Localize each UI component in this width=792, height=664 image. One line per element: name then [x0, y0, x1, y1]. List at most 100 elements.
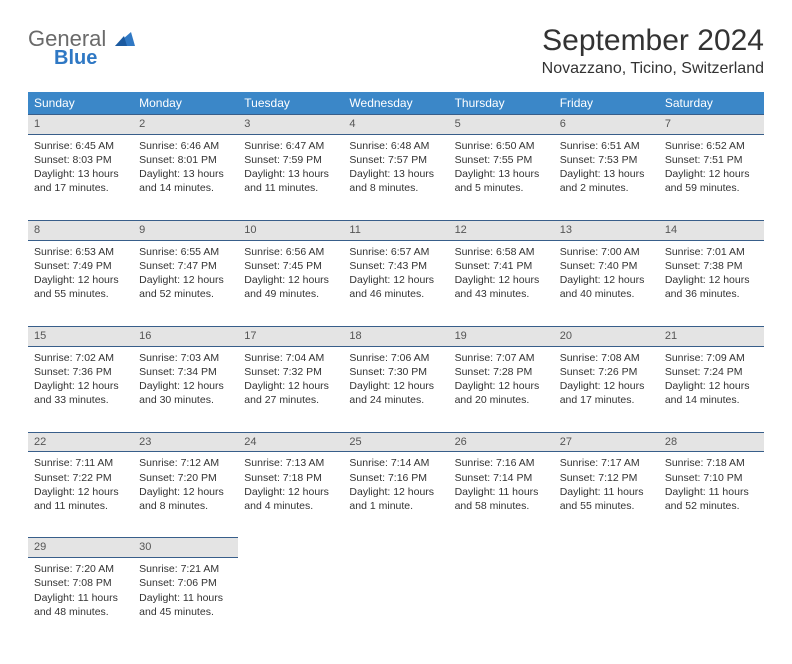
day-cell: Sunrise: 7:00 AMSunset: 7:40 PMDaylight:… — [554, 240, 659, 326]
day-cell: Sunrise: 7:07 AMSunset: 7:28 PMDaylight:… — [449, 346, 554, 432]
day-sunrise: Sunrise: 6:57 AM — [349, 245, 442, 259]
day-sunset: Sunset: 7:10 PM — [665, 471, 758, 485]
day-cell: Sunrise: 6:46 AMSunset: 8:01 PMDaylight:… — [133, 134, 238, 220]
day-cell: Sunrise: 7:02 AMSunset: 7:36 PMDaylight:… — [28, 346, 133, 432]
day-day1: Daylight: 13 hours — [244, 167, 337, 181]
day-sunset: Sunset: 7:24 PM — [665, 365, 758, 379]
day-sunset: Sunset: 7:53 PM — [560, 153, 653, 167]
day-day2: and 52 minutes. — [139, 287, 232, 301]
day-day1: Daylight: 13 hours — [455, 167, 548, 181]
day-day1: Daylight: 12 hours — [139, 273, 232, 287]
day-day2: and 58 minutes. — [455, 499, 548, 513]
day-day2: and 8 minutes. — [349, 181, 442, 195]
day-sunset: Sunset: 7:51 PM — [665, 153, 758, 167]
day-day2: and 17 minutes. — [34, 181, 127, 195]
day-cell: Sunrise: 7:04 AMSunset: 7:32 PMDaylight:… — [238, 346, 343, 432]
day-cell: Sunrise: 7:13 AMSunset: 7:18 PMDaylight:… — [238, 452, 343, 538]
day-day1: Daylight: 12 hours — [455, 379, 548, 393]
day-content-row: Sunrise: 7:02 AMSunset: 7:36 PMDaylight:… — [28, 346, 764, 432]
day-day1: Daylight: 12 hours — [455, 273, 548, 287]
day-number-cell: 14 — [659, 220, 764, 240]
day-sunset: Sunset: 7:57 PM — [349, 153, 442, 167]
day-number-row: 1234567 — [28, 115, 764, 135]
day-sunset: Sunset: 7:26 PM — [560, 365, 653, 379]
day-day2: and 40 minutes. — [560, 287, 653, 301]
day-number-cell: 15 — [28, 326, 133, 346]
day-sunset: Sunset: 7:40 PM — [560, 259, 653, 273]
day-day2: and 14 minutes. — [665, 393, 758, 407]
day-sunrise: Sunrise: 7:01 AM — [665, 245, 758, 259]
day-sunset: Sunset: 7:14 PM — [455, 471, 548, 485]
day-cell — [449, 558, 554, 644]
day-day2: and 30 minutes. — [139, 393, 232, 407]
calendar-body: 1234567Sunrise: 6:45 AMSunset: 8:03 PMDa… — [28, 115, 764, 644]
day-day1: Daylight: 12 hours — [244, 379, 337, 393]
day-sunrise: Sunrise: 7:13 AM — [244, 456, 337, 470]
day-day1: Daylight: 13 hours — [139, 167, 232, 181]
day-number-cell: 29 — [28, 538, 133, 558]
day-day1: Daylight: 12 hours — [665, 167, 758, 181]
day-sunrise: Sunrise: 7:04 AM — [244, 351, 337, 365]
day-content-row: Sunrise: 6:53 AMSunset: 7:49 PM Daylight:… — [28, 240, 764, 326]
day-day2: and 49 minutes. — [244, 287, 337, 301]
day-cell: Sunrise: 7:14 AMSunset: 7:16 PMDaylight:… — [343, 452, 448, 538]
day-number-cell: 13 — [554, 220, 659, 240]
day-number-cell: 23 — [133, 432, 238, 452]
day-cell — [343, 558, 448, 644]
day-number-cell: 21 — [659, 326, 764, 346]
weekday-header: Tuesday — [238, 92, 343, 115]
day-cell: Sunrise: 6:58 AMSunset: 7:41 PMDaylight:… — [449, 240, 554, 326]
day-cell: Sunrise: 6:50 AMSunset: 7:55 PMDaylight:… — [449, 134, 554, 220]
day-day1: Daylight: 12 hours — [244, 273, 337, 287]
day-sunrise: Sunrise: 7:11 AM — [34, 456, 127, 470]
day-content-row: Sunrise: 6:45 AMSunset: 8:03 PMDaylight:… — [28, 134, 764, 220]
day-cell: Sunrise: 7:09 AMSunset: 7:24 PMDaylight:… — [659, 346, 764, 432]
day-sunrise: Sunrise: 6:58 AM — [455, 245, 548, 259]
day-number-cell: 16 — [133, 326, 238, 346]
day-number-cell: 7 — [659, 115, 764, 135]
day-day2: and 43 minutes. — [455, 287, 548, 301]
day-number-cell: 5 — [449, 115, 554, 135]
day-day1: Daylight: 12 hours — [560, 273, 653, 287]
day-day1: Daylight: 12 hours — [665, 379, 758, 393]
day-number-row: 891011121314 — [28, 220, 764, 240]
day-day1: Daylight: 12 hours — [560, 379, 653, 393]
day-sunrise: Sunrise: 7:09 AM — [665, 351, 758, 365]
day-day2: and 24 minutes. — [349, 393, 442, 407]
day-cell: Sunrise: 7:06 AMSunset: 7:30 PMDaylight:… — [343, 346, 448, 432]
day-sunrise: Sunrise: 6:52 AM — [665, 139, 758, 153]
logo-triangle-icon — [115, 32, 135, 51]
day-number-cell: 30 — [133, 538, 238, 558]
day-day2: and 8 minutes. — [139, 499, 232, 513]
day-day2: and 55 minutes. — [560, 499, 653, 513]
day-sunrise: Sunrise: 6:53 AM — [34, 245, 127, 259]
day-day1: Daylight: 12 hours — [139, 379, 232, 393]
day-number-cell: 24 — [238, 432, 343, 452]
day-number-cell: 28 — [659, 432, 764, 452]
day-cell: Sunrise: 6:48 AMSunset: 7:57 PMDaylight:… — [343, 134, 448, 220]
day-day1: Daylight: 11 hours — [665, 485, 758, 499]
day-sunrise: Sunrise: 7:21 AM — [139, 562, 232, 576]
day-day2: and 14 minutes. — [139, 181, 232, 195]
day-day1: Daylight: 11 hours — [455, 485, 548, 499]
day-day2: and 1 minute. — [349, 499, 442, 513]
day-cell: Sunrise: 7:16 AMSunset: 7:14 PMDaylight:… — [449, 452, 554, 538]
weekday-header: Sunday — [28, 92, 133, 115]
day-sunset: Sunset: 7:49 PM — [34, 259, 127, 273]
day-sunset: Sunset: 7:47 PM — [139, 259, 232, 273]
day-cell: Sunrise: 7:12 AMSunset: 7:20 PMDaylight:… — [133, 452, 238, 538]
day-cell: Sunrise: 7:11 AMSunset: 7:22 PMDaylight:… — [28, 452, 133, 538]
day-day1: Daylight: 13 hours — [560, 167, 653, 181]
day-number-cell — [554, 538, 659, 558]
day-number-cell — [449, 538, 554, 558]
day-day2: and 33 minutes. — [34, 393, 127, 407]
day-day1: Daylight: 12 hours — [244, 485, 337, 499]
day-day2: and 59 minutes. — [665, 181, 758, 195]
day-day1: Daylight: 11 hours — [560, 485, 653, 499]
day-sunset: Sunset: 7:30 PM — [349, 365, 442, 379]
day-cell: Sunrise: 7:08 AMSunset: 7:26 PMDaylight:… — [554, 346, 659, 432]
day-number-cell: 18 — [343, 326, 448, 346]
day-number-cell: 12 — [449, 220, 554, 240]
day-sunrise: Sunrise: 7:18 AM — [665, 456, 758, 470]
calendar-page: General Blue September 2024 Novazzano, T… — [0, 0, 792, 664]
